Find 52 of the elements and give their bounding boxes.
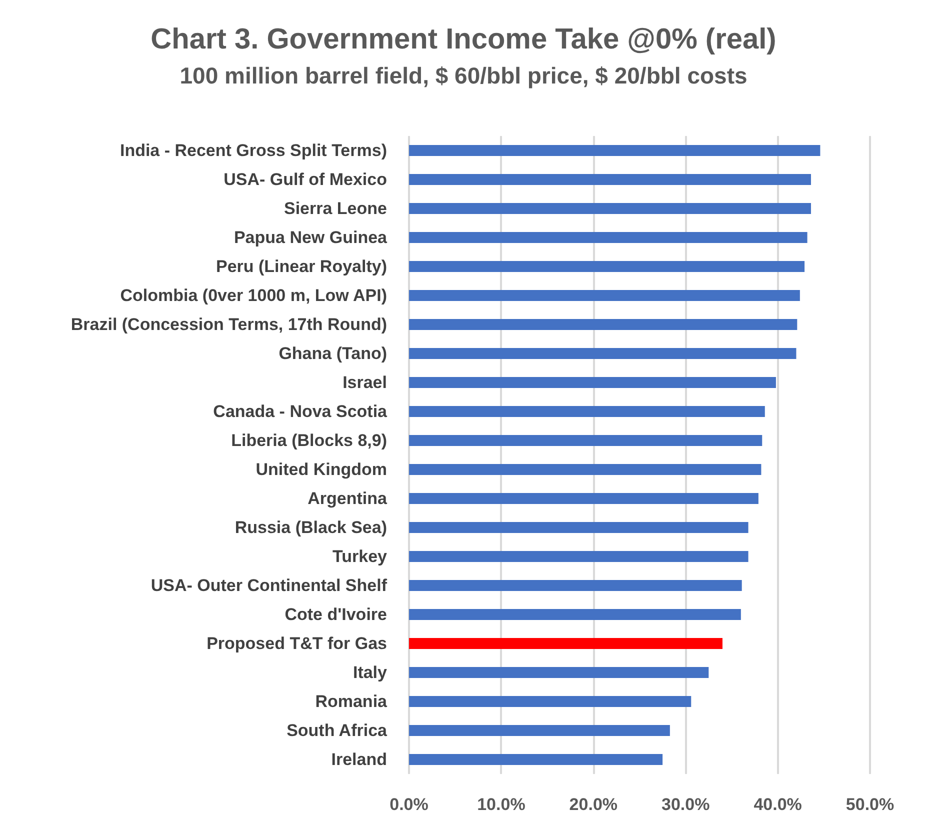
y-tick-label: Proposed T&T for Gas <box>206 634 387 653</box>
y-tick-label: Peru (Linear Royalty) <box>216 257 387 276</box>
chart-subtitle: 100 million barrel field, $ 60/bbl price, $ 20/bbl costs <box>180 62 748 88</box>
y-tick-label: USA- Outer Continental Shelf <box>150 576 388 595</box>
bar <box>409 261 805 272</box>
bar <box>409 667 709 678</box>
bar <box>409 319 798 330</box>
y-tick-label: Cote d'Ivoire <box>284 605 387 624</box>
y-tick-label: Ghana (Tano) <box>278 344 387 363</box>
bar <box>409 725 670 736</box>
y-tick-label: USA- Gulf of Mexico <box>224 170 387 189</box>
y-tick-label: Liberia (Blocks 8,9) <box>231 431 387 450</box>
bar <box>409 551 748 562</box>
bar <box>409 638 722 649</box>
bar <box>409 609 741 620</box>
y-tick-label: Russia (Black Sea) <box>234 518 387 537</box>
x-tick-label: 40.0% <box>754 795 802 814</box>
bar <box>409 406 765 417</box>
bar <box>409 290 800 301</box>
y-tick-label: Italy <box>352 663 388 682</box>
y-tick-label: United Kingdom <box>256 460 387 479</box>
x-tick-label: 20.0% <box>569 795 618 814</box>
y-tick-label: Brazil (Concession Terms, 17th Round) <box>70 315 387 334</box>
x-tick-label: 50.0% <box>846 795 894 814</box>
y-tick-label: Colombia (0ver 1000 m, Low API) <box>120 286 387 305</box>
y-tick-label: South Africa <box>286 721 388 740</box>
bar <box>409 203 811 214</box>
bar <box>409 696 692 707</box>
bar <box>409 174 811 185</box>
y-tick-label: Canada - Nova Scotia <box>213 402 388 421</box>
y-tick-label: Ireland <box>331 750 387 769</box>
bar <box>409 435 762 446</box>
bar <box>409 493 758 504</box>
y-tick-label: Romania <box>315 692 388 711</box>
bar <box>409 580 742 591</box>
x-tick-label: 10.0% <box>477 795 526 814</box>
x-tick-label: 30.0% <box>662 795 710 814</box>
bar <box>409 464 762 475</box>
bar <box>409 754 663 765</box>
y-tick-label: India - Recent Gross Split Terms) <box>120 141 387 160</box>
y-tick-label: Turkey <box>332 547 388 566</box>
bar <box>409 232 808 243</box>
y-tick-label: Sierra Leone <box>284 199 387 218</box>
bar <box>409 348 796 359</box>
chart-title: Chart 3. Government Income Take @0% (real) <box>150 24 776 56</box>
y-tick-label: Israel <box>342 373 387 392</box>
bar <box>409 377 776 388</box>
bar <box>409 522 748 533</box>
y-tick-label: Papua New Guinea <box>234 228 388 247</box>
y-tick-label: Argentina <box>308 489 388 508</box>
bar <box>409 145 820 156</box>
x-tick-label: 0.0% <box>390 795 428 814</box>
